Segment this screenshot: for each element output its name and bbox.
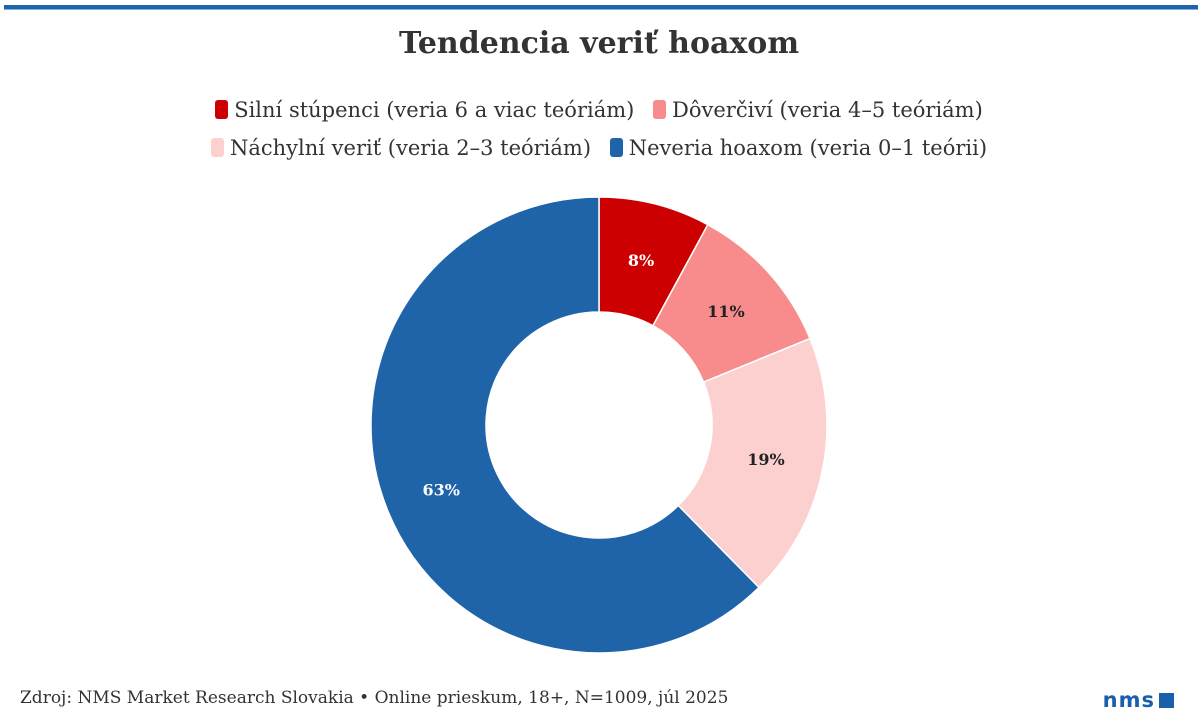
chart-title: Tendencia veriť hoaxom [398, 26, 800, 61]
nms-logo: nms [1103, 688, 1174, 712]
data-label: 19% [747, 450, 784, 469]
legend-item: Dôverčiví (veria 4–5 teóriám) [653, 98, 983, 122]
legend-row-1: Silní stúpenci (veria 6 a viac teóriám) … [0, 98, 1198, 122]
top-accent-bar [4, 5, 1198, 10]
donut-slice [677, 337, 828, 589]
legend-item: Neveria hoaxom (veria 0–1 teórii) [609, 136, 988, 160]
data-label: 8% [628, 251, 654, 270]
legend-label: Neveria hoaxom (veria 0–1 teórii) [628, 136, 988, 160]
legend-label: Silní stúpenci (veria 6 a viac teóriám) [234, 98, 635, 122]
legend-swatch [210, 138, 224, 157]
logo-square [1159, 693, 1174, 708]
donut-slice [370, 196, 761, 654]
legend-swatch [653, 100, 667, 119]
legend-item: Náchylní veriť (veria 2–3 teóriám) [210, 136, 592, 160]
legend-row-2: Náchylní veriť (veria 2–3 teóriám) Never… [0, 136, 1198, 160]
legend-swatch [609, 138, 623, 157]
legend-label: Náchylní veriť (veria 2–3 teóriám) [229, 136, 592, 160]
legend-label: Dôverčiví (veria 4–5 teóriám) [672, 98, 983, 122]
legend-swatch [215, 100, 229, 119]
data-label: 11% [707, 302, 744, 321]
logo-text: nms [1102, 688, 1155, 712]
legend-item: Silní stúpenci (veria 6 a viac teóriám) [215, 98, 634, 122]
data-label: 63% [422, 481, 459, 500]
source-note: Zdroj: NMS Market Research Slovakia • On… [20, 688, 729, 708]
